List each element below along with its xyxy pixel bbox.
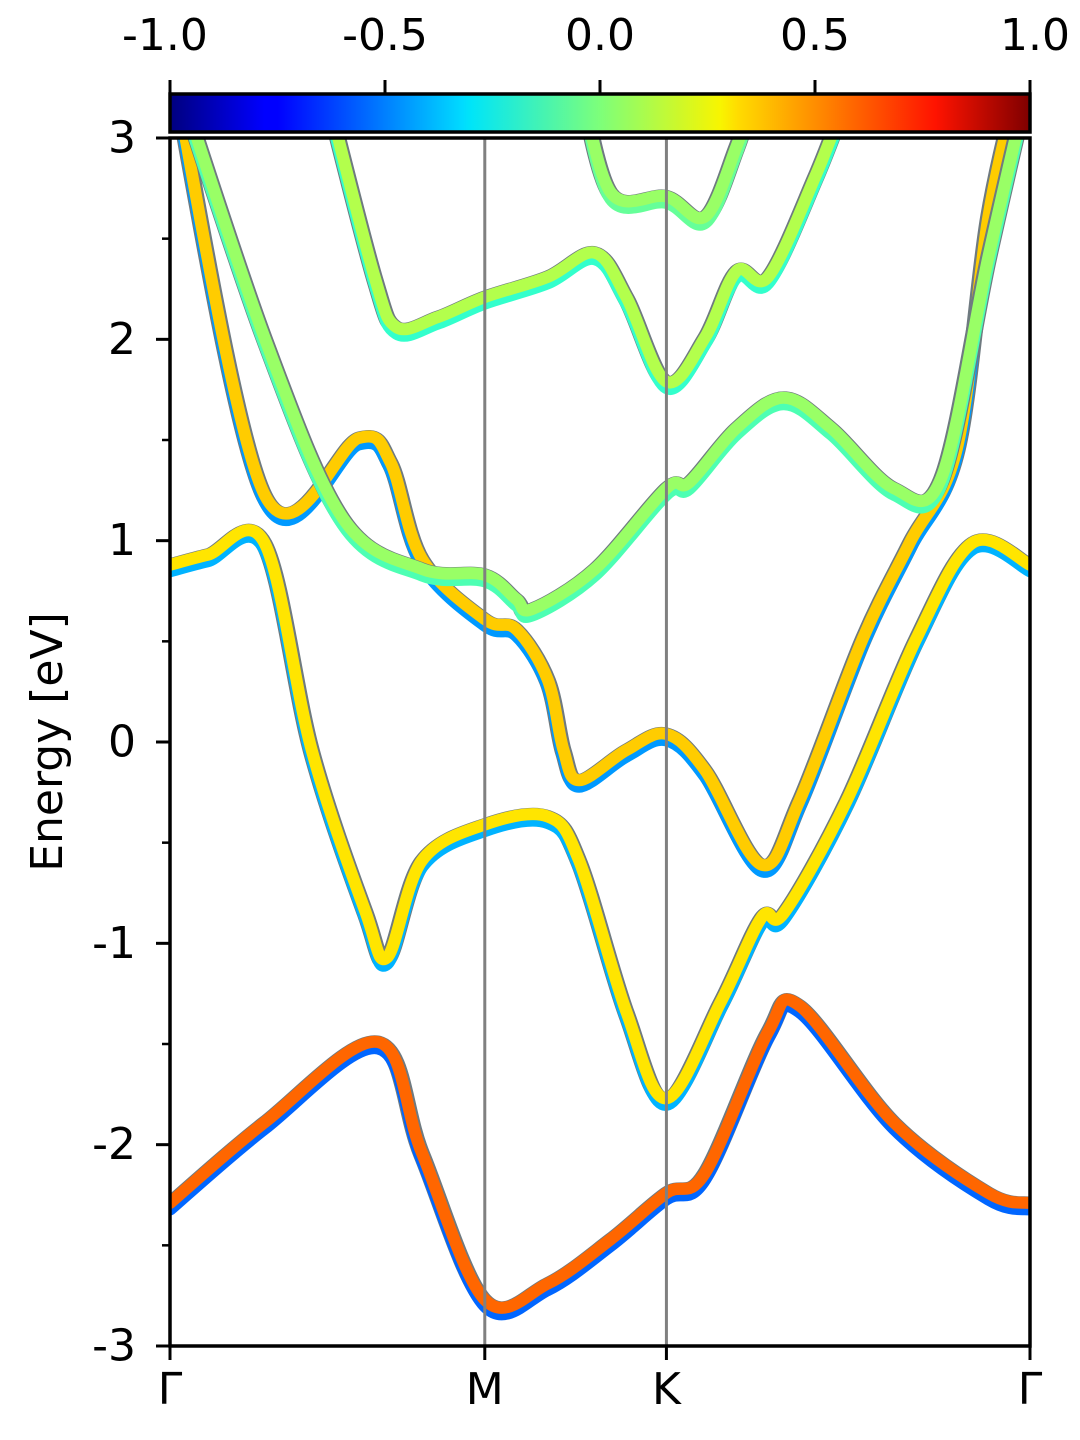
band-spin-up xyxy=(190,138,1022,617)
band-outline xyxy=(170,523,1030,1109)
y-tick-label: 0 xyxy=(108,717,136,768)
x-tick-label: K xyxy=(652,1364,682,1415)
band-spin-up xyxy=(170,993,1030,1314)
y-tick-label: 3 xyxy=(108,113,136,164)
band-6 xyxy=(583,138,750,231)
plot-frame xyxy=(168,136,1032,1348)
axes-frame: -3 -2 -1 0 1 2 3 Γ M K Γ xyxy=(92,113,1043,1416)
band-4 xyxy=(187,138,1025,623)
y-tick-label: -1 xyxy=(92,918,136,969)
colorbar-gradient xyxy=(168,92,1032,134)
band-spin-down xyxy=(170,529,1030,1111)
band-2 xyxy=(170,993,1030,1321)
y-tick-label: 2 xyxy=(108,314,136,365)
band-5 xyxy=(328,138,841,395)
band-spin-up xyxy=(170,524,1030,1105)
colorbar-tick-label: 1.0 xyxy=(1000,10,1070,61)
y-tick-label: -3 xyxy=(92,1321,136,1372)
band-spin-up xyxy=(331,138,838,389)
colorbar-tick-label: -1.0 xyxy=(122,10,208,61)
colorbar: -1.0 -0.5 0.0 0.5 1.0 xyxy=(122,10,1070,134)
colorbar-tick-label: 0.5 xyxy=(780,10,850,61)
high-symmetry-lines xyxy=(483,138,668,1346)
band-spin-down xyxy=(170,999,1030,1321)
band-1 xyxy=(170,523,1030,1111)
x-tick-label: M xyxy=(466,1364,504,1415)
y-axis-label: Energy [eV] xyxy=(22,612,73,872)
x-tick-label: Γ xyxy=(1018,1364,1043,1415)
plot-area: -3 -2 -1 0 1 2 3 Γ M K Γ xyxy=(92,113,1043,1416)
band-spin-up xyxy=(179,138,1011,872)
band-outline xyxy=(170,993,1030,1319)
colorbar-tick-label: 0.0 xyxy=(565,10,635,61)
band-spin-down xyxy=(177,138,1013,878)
y-tick-label: 1 xyxy=(108,515,136,566)
y-tick-label: -2 xyxy=(92,1119,136,1170)
band-spin-up xyxy=(586,138,746,225)
x-tick-label: Γ xyxy=(158,1364,183,1415)
band-3 xyxy=(176,138,1014,878)
band-lines xyxy=(170,138,1030,1321)
colorbar-tick-label: -0.5 xyxy=(342,10,428,61)
